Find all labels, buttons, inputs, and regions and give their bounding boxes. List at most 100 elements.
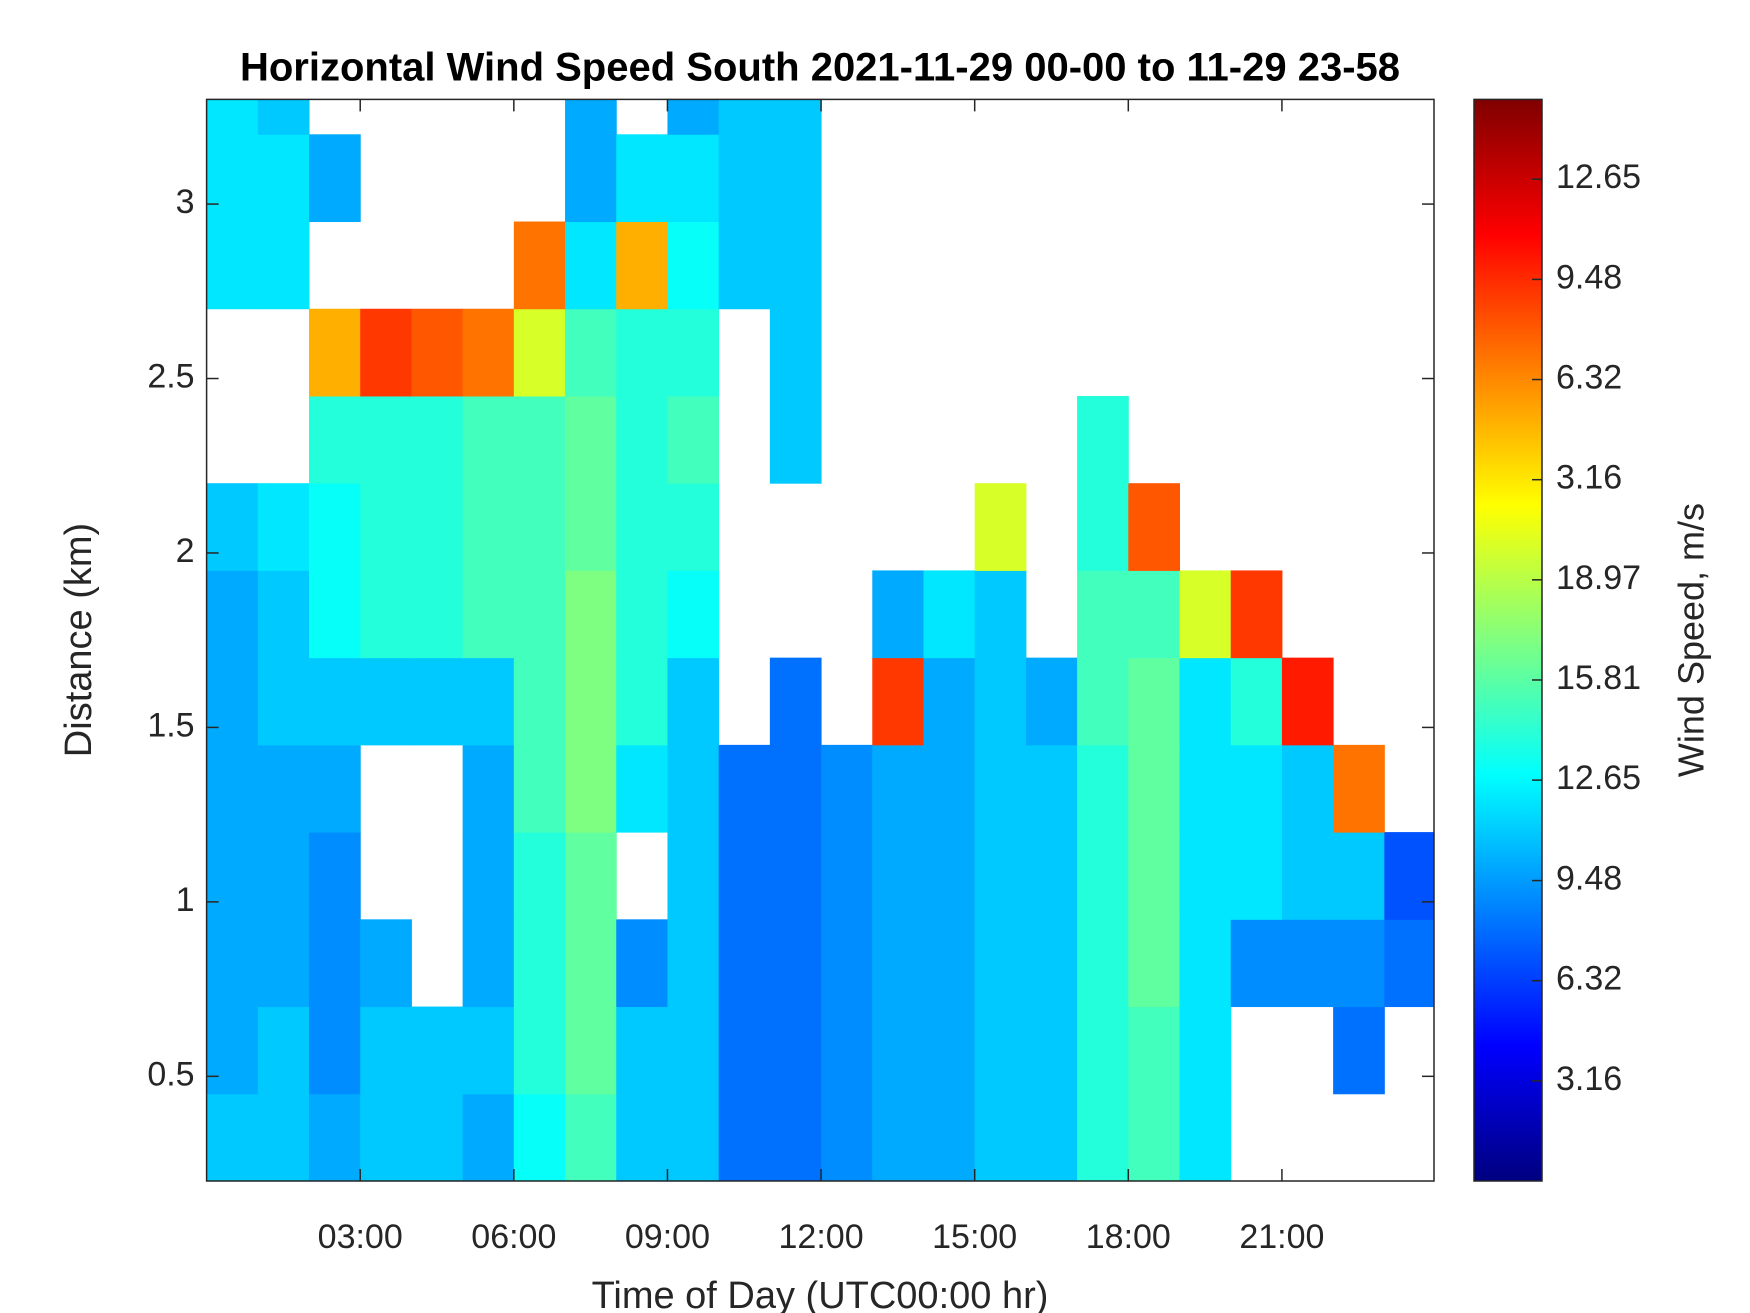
heatmap-cell	[360, 308, 412, 397]
heatmap-cell	[923, 657, 976, 746]
heatmap-cell	[667, 570, 720, 659]
heatmap-cell	[513, 919, 566, 1008]
heatmap-cell	[1128, 832, 1181, 920]
heatmap-cell	[872, 1006, 924, 1095]
heatmap-cell	[769, 395, 822, 484]
heatmap-cell	[616, 1093, 668, 1181]
heatmap-cell	[769, 308, 822, 397]
heatmap-cell	[1025, 1093, 1078, 1181]
x-tick-label: 12:00	[779, 1218, 864, 1256]
heatmap-cell	[257, 1093, 310, 1181]
heatmap-cell	[769, 99, 822, 135]
heatmap-cell	[360, 395, 412, 484]
heatmap-cell	[667, 134, 720, 223]
heatmap-cell	[309, 308, 361, 397]
heatmap-cell	[1179, 657, 1232, 746]
x-tick-label: 15:00	[932, 1218, 1017, 1256]
heatmap-cell	[821, 744, 873, 833]
heatmap-cell	[1230, 570, 1283, 659]
heatmap-cell	[513, 570, 566, 659]
colorbar-tick-label: 18.97	[1556, 559, 1641, 597]
y-tick-label: 1.5	[147, 706, 194, 744]
heatmap-cell	[616, 395, 668, 484]
heatmap-cell	[923, 570, 976, 659]
heatmap-cell	[565, 657, 617, 746]
heatmap-cell	[513, 1006, 566, 1095]
heatmap-cell	[1281, 919, 1334, 1008]
heatmap-cell	[411, 657, 464, 746]
colorbar-tick-label: 9.48	[1556, 258, 1622, 296]
heatmap-cell	[769, 832, 822, 920]
heatmap-cell	[1077, 395, 1129, 484]
heatmap-cell	[1128, 744, 1181, 833]
heatmap-cell	[1230, 832, 1283, 920]
heatmap-cell	[667, 99, 720, 135]
heatmap-cell	[1384, 919, 1435, 1008]
colorbar-tick-label: 12.65	[1556, 759, 1641, 797]
x-axis-label: Time of Day (UTC00:00 hr)	[592, 1275, 1049, 1313]
heatmap-cell	[513, 657, 566, 746]
heatmap-cell	[1077, 657, 1129, 746]
heatmap-cell	[206, 221, 259, 310]
heatmap-cell	[1077, 570, 1129, 659]
colorbar-tick-label: 15.81	[1556, 659, 1641, 697]
heatmap-cell	[616, 221, 668, 310]
heatmap-cell	[974, 744, 1027, 833]
heatmap-cell	[923, 919, 976, 1008]
heatmap-cell	[257, 832, 310, 920]
heatmap-cell	[257, 744, 310, 833]
heatmap-cell	[1179, 1006, 1232, 1095]
heatmap-cell	[1281, 657, 1334, 746]
heatmap-cell	[769, 134, 822, 223]
y-tick-label: 1	[176, 881, 195, 919]
heatmap-cell	[718, 1006, 771, 1095]
heatmap-cell	[309, 1093, 361, 1181]
heatmap-cell	[616, 919, 668, 1008]
heatmap-cell	[462, 483, 515, 571]
heatmap-cell	[667, 1006, 720, 1095]
colorbar-tick-label: 9.48	[1556, 860, 1622, 898]
colorbar-tick-label: 6.32	[1556, 960, 1622, 998]
heatmap-cell	[309, 395, 361, 484]
heatmap-cell	[411, 308, 464, 397]
colorbar-tick-label: 3.16	[1556, 459, 1622, 497]
heatmap-cell	[1179, 919, 1232, 1008]
heatmap-cell	[1025, 657, 1078, 746]
colorbar-tick-label: 6.32	[1556, 359, 1622, 397]
heatmap-cell	[667, 832, 720, 920]
heatmap-cell	[1333, 832, 1385, 920]
heatmap-cell	[821, 832, 873, 920]
heatmap-cell	[1230, 919, 1283, 1008]
heatmap-cell	[616, 1006, 668, 1095]
y-tick-label: 0.5	[147, 1055, 194, 1093]
heatmap-cell	[1128, 570, 1181, 659]
heatmap-cell	[565, 1006, 617, 1095]
heatmap-cell	[718, 919, 771, 1008]
heatmap-cell	[1179, 570, 1232, 659]
heatmap-cell	[206, 919, 259, 1008]
heatmap-cell	[872, 832, 924, 920]
chart-title: Horizontal Wind Speed South 2021-11-29 0…	[240, 46, 1400, 90]
heatmap-cell	[360, 657, 412, 746]
heatmap-cell	[565, 570, 617, 659]
heatmap-cell	[309, 744, 361, 833]
heatmap-cell	[206, 483, 259, 571]
heatmap-cell	[462, 1093, 515, 1181]
x-tick-label: 18:00	[1086, 1218, 1171, 1256]
heatmap-cell	[769, 1093, 822, 1181]
heatmap-cell	[411, 483, 464, 571]
heatmap-cell	[616, 744, 668, 833]
heatmap-cell	[667, 483, 720, 571]
heatmap-cell	[974, 1093, 1027, 1181]
heatmap-cell	[718, 744, 771, 833]
heatmap-cell	[462, 744, 515, 833]
heatmap-cell	[565, 919, 617, 1008]
heatmap-cell	[769, 919, 822, 1008]
heatmap-cell	[360, 1093, 412, 1181]
heatmap-cell	[309, 919, 361, 1008]
heatmap-cell	[923, 832, 976, 920]
heatmap-cell	[1230, 657, 1283, 746]
heatmap-cell	[462, 1006, 515, 1095]
heatmap-cell	[206, 744, 259, 833]
heatmap-cell	[718, 832, 771, 920]
